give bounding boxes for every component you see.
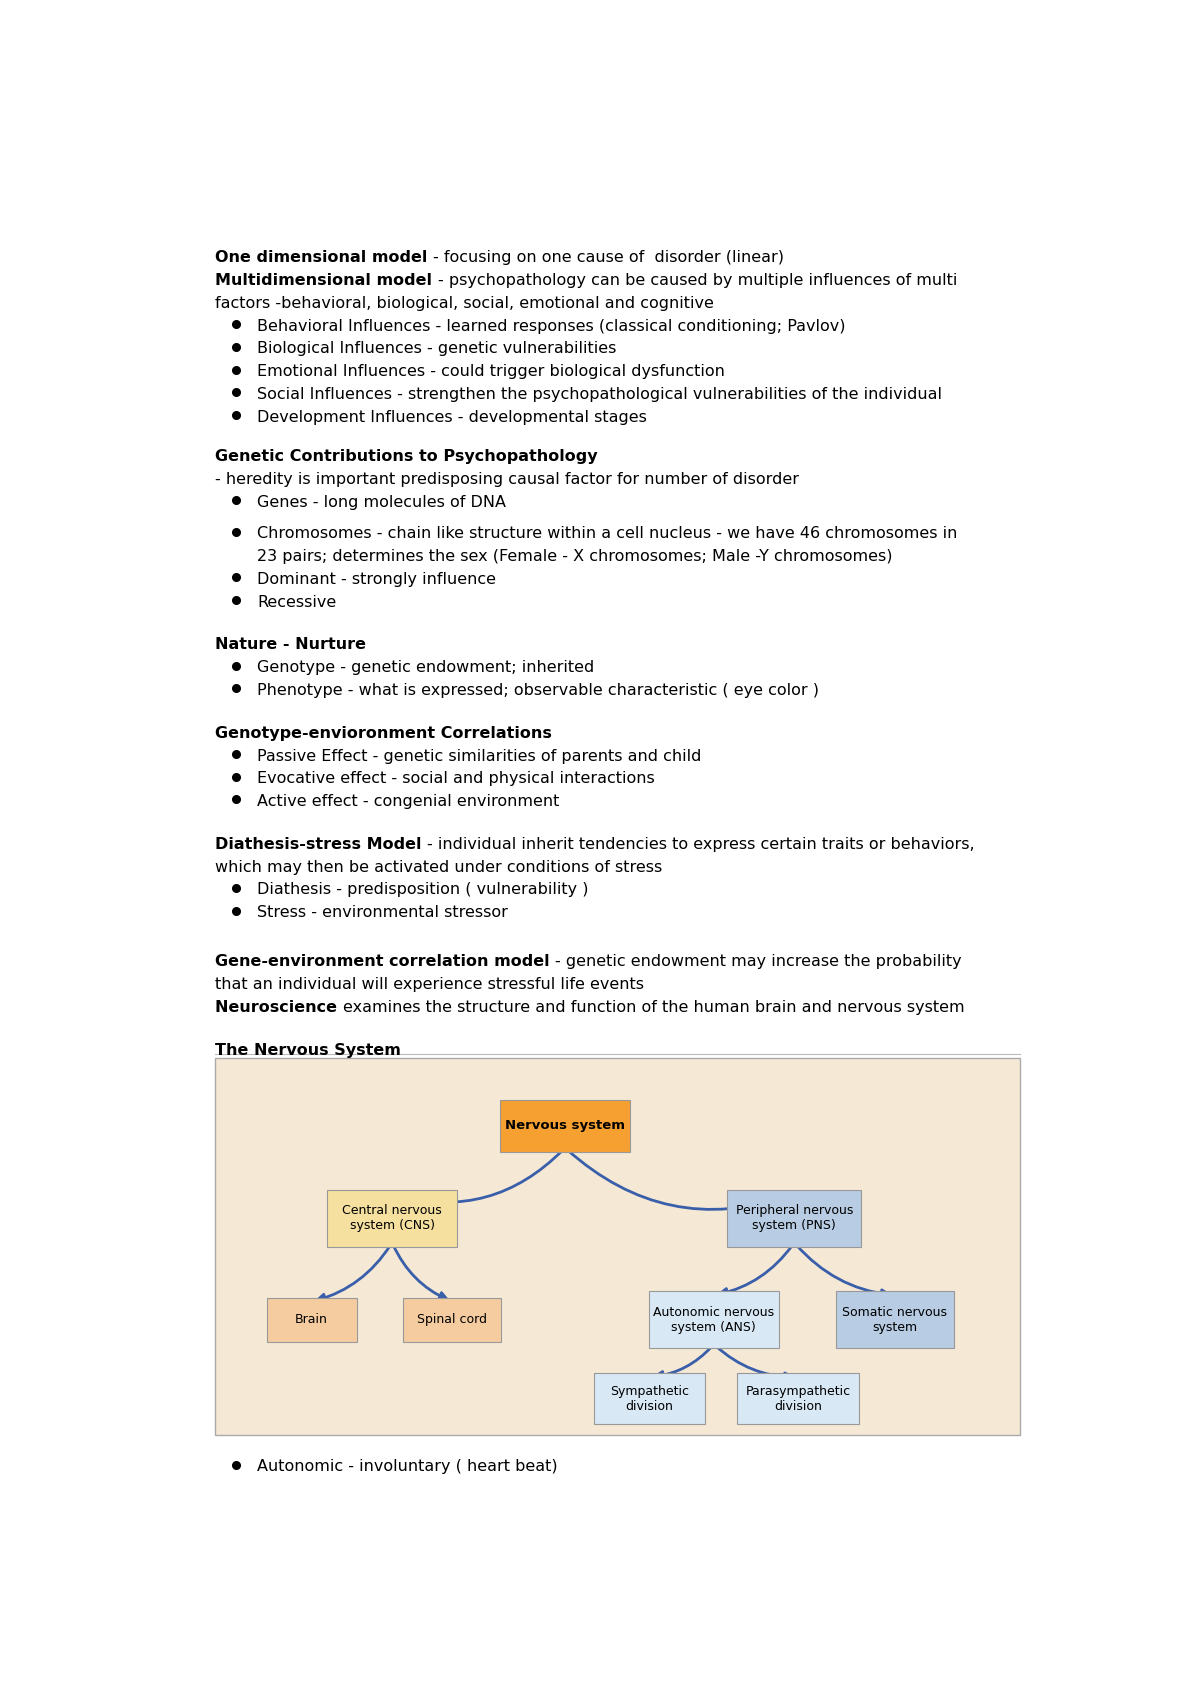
Text: examines the structure and function of the human brain and nervous system: examines the structure and function of t…: [343, 1000, 965, 1015]
Text: The Nervous System: The Nervous System: [215, 1042, 401, 1057]
Text: - individual inherit tendencies to express certain traits or behaviors,: - individual inherit tendencies to expre…: [427, 837, 974, 852]
Text: Social Influences - strengthen the psychopathological vulnerabilities of the ind: Social Influences - strengthen the psych…: [257, 387, 942, 402]
Text: that an individual will experience stressful life events: that an individual will experience stres…: [215, 977, 644, 993]
Text: Multidimensional model: Multidimensional model: [215, 273, 438, 288]
Text: Dominant - strongly influence: Dominant - strongly influence: [257, 572, 496, 587]
FancyBboxPatch shape: [835, 1291, 954, 1347]
Text: Emotional Influences - could trigger biological dysfunction: Emotional Influences - could trigger bio…: [257, 365, 725, 380]
Text: - focusing on one cause of  disorder (linear): - focusing on one cause of disorder (lin…: [433, 249, 784, 265]
Text: Gene-environment correlation model: Gene-environment correlation model: [215, 954, 556, 969]
FancyBboxPatch shape: [403, 1298, 502, 1342]
Text: Parasympathetic
division: Parasympathetic division: [745, 1385, 851, 1414]
Text: Somatic nervous
system: Somatic nervous system: [842, 1305, 947, 1334]
Text: Genotype - genetic endowment; inherited: Genotype - genetic endowment; inherited: [257, 660, 594, 675]
Text: Spinal cord: Spinal cord: [418, 1313, 487, 1327]
Text: Biological Influences - genetic vulnerabilities: Biological Influences - genetic vulnerab…: [257, 341, 617, 356]
Text: Phenotype - what is expressed; observable characteristic ( eye color ): Phenotype - what is expressed; observabl…: [257, 684, 818, 697]
Text: One dimensional model: One dimensional model: [215, 249, 433, 265]
Text: Behavioral Influences - learned responses (classical conditioning; Pavlov): Behavioral Influences - learned response…: [257, 319, 846, 334]
Text: - genetic endowment may increase the probability: - genetic endowment may increase the pro…: [556, 954, 962, 969]
FancyBboxPatch shape: [500, 1100, 630, 1152]
Text: 23 pairs; determines the sex (Female - X chromosomes; Male -Y chromosomes): 23 pairs; determines the sex (Female - X…: [257, 550, 893, 565]
Text: Autonomic nervous
system (ANS): Autonomic nervous system (ANS): [653, 1305, 774, 1334]
Text: Passive Effect - genetic similarities of parents and child: Passive Effect - genetic similarities of…: [257, 748, 701, 764]
Text: Genetic Contributions to Psychopathology: Genetic Contributions to Psychopathology: [215, 450, 598, 465]
Text: Stress - environmental stressor: Stress - environmental stressor: [257, 905, 508, 920]
Text: factors -behavioral, biological, social, emotional and cognitive: factors -behavioral, biological, social,…: [215, 295, 714, 311]
FancyBboxPatch shape: [594, 1373, 704, 1424]
Text: Nervous system: Nervous system: [505, 1120, 625, 1132]
Text: which may then be activated under conditions of stress: which may then be activated under condit…: [215, 860, 662, 874]
Text: Chromosomes - chain like structure within a cell nucleus - we have 46 chromosome: Chromosomes - chain like structure withi…: [257, 526, 958, 541]
Text: Nature - Nurture: Nature - Nurture: [215, 638, 366, 652]
FancyBboxPatch shape: [727, 1190, 862, 1247]
Text: Active effect - congenial environment: Active effect - congenial environment: [257, 794, 559, 809]
Text: Neuroscience: Neuroscience: [215, 1000, 343, 1015]
Text: Brain: Brain: [295, 1313, 328, 1327]
Text: Diathesis-stress Model: Diathesis-stress Model: [215, 837, 427, 852]
FancyBboxPatch shape: [737, 1373, 859, 1424]
Text: Sympathetic
division: Sympathetic division: [610, 1385, 689, 1414]
Text: Central nervous
system (CNS): Central nervous system (CNS): [342, 1205, 442, 1232]
Text: Evocative effect - social and physical interactions: Evocative effect - social and physical i…: [257, 772, 655, 786]
Text: Genes - long molecules of DNA: Genes - long molecules of DNA: [257, 496, 506, 511]
Text: - psychopathology can be caused by multiple influences of multi: - psychopathology can be caused by multi…: [438, 273, 958, 288]
Text: Genotype-envioronment Correlations: Genotype-envioronment Correlations: [215, 726, 552, 740]
Text: Recessive: Recessive: [257, 596, 336, 609]
Text: Diathesis - predisposition ( vulnerability ): Diathesis - predisposition ( vulnerabili…: [257, 882, 588, 898]
Text: Peripheral nervous
system (PNS): Peripheral nervous system (PNS): [736, 1205, 853, 1232]
FancyBboxPatch shape: [266, 1298, 356, 1342]
FancyBboxPatch shape: [326, 1190, 457, 1247]
Text: - heredity is important predisposing causal factor for number of disorder: - heredity is important predisposing cau…: [215, 472, 799, 487]
Text: Autonomic - involuntary ( heart beat): Autonomic - involuntary ( heart beat): [257, 1459, 558, 1475]
FancyBboxPatch shape: [215, 1059, 1020, 1434]
Text: Development Influences - developmental stages: Development Influences - developmental s…: [257, 411, 647, 424]
FancyBboxPatch shape: [649, 1291, 779, 1347]
